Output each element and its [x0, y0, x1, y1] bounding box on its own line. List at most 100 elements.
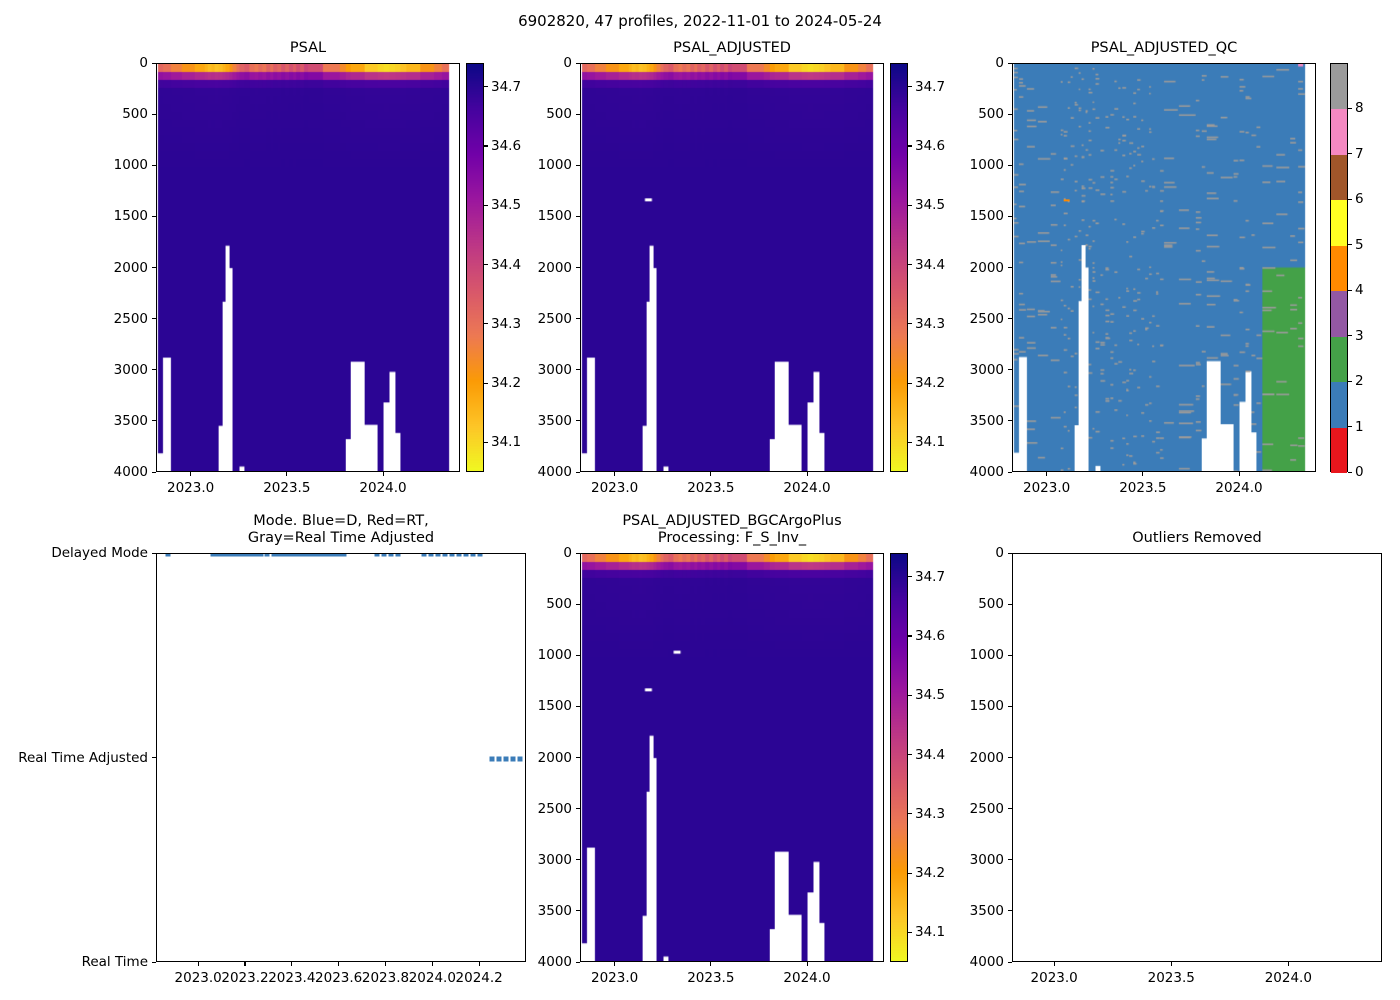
psal-adjusted-qc-panel: [1012, 63, 1316, 472]
mode-time-label: 2023.2: [221, 970, 269, 986]
psal-adjusted-colorbar-tickmark: [908, 382, 912, 384]
bgc-time-label: 2023.0: [591, 970, 639, 986]
mode-point-delayed: [264, 554, 270, 557]
psal-depth-label: 500: [122, 106, 148, 123]
qc-colorbar-label: 5: [1355, 236, 1364, 253]
bgc-title: PSAL_ADJUSTED_BGCArgoPlus Processing: F_S…: [580, 513, 884, 547]
bgc-time-label: 2024.0: [783, 970, 831, 986]
qc-colorbar-tickmark: [1348, 107, 1352, 110]
qc-colorbar-segment-1: [1331, 382, 1347, 428]
mode-point-delayed: [276, 554, 282, 557]
outliers-depth-tickmark: [1008, 705, 1012, 707]
bgc-colorbar: [890, 553, 908, 962]
mode-point-delayed: [327, 554, 333, 557]
bgc-time-tickmark: [710, 962, 712, 966]
mode-point-delayed: [374, 554, 380, 557]
psal-adjusted-heatmap: [581, 64, 883, 471]
psal-time-tickmark: [286, 472, 288, 476]
mode-point-rt-adjusted: [510, 756, 516, 761]
psal-adjusted-depth-label: 2000: [537, 259, 572, 276]
psal-adjusted-time-tickmark: [614, 472, 616, 476]
psal-adjusted-colorbar-label: 34.7: [915, 78, 946, 95]
qc-colorbar-segment-5: [1331, 200, 1347, 246]
bgc-time-label: 2023.5: [687, 970, 735, 986]
qc-colorbar-label: 1: [1355, 418, 1364, 435]
psal-adjusted-depth-tickmark: [576, 267, 580, 269]
psal-depth-tickmark: [152, 113, 156, 115]
bgc-depth-label: 2500: [537, 800, 572, 817]
outliers-depth-label: 1500: [969, 698, 1004, 715]
psal-adjusted-qc-depth-tickmark: [1008, 164, 1012, 166]
bgc-colorbar-tickmark: [908, 635, 912, 637]
mode-point-delayed: [449, 554, 455, 557]
outliers-depth-tickmark: [1008, 654, 1012, 656]
mode-point-delayed: [227, 554, 233, 557]
bgc-colorbar-tickmark: [908, 754, 912, 756]
qc-colorbar-segment-3: [1331, 291, 1347, 337]
outliers-depth-label: 2500: [969, 800, 1004, 817]
mode-category-tickmark: [152, 757, 156, 759]
psal-colorbar-tickmark: [484, 86, 488, 88]
mode-point-delayed: [236, 554, 242, 557]
qc-colorbar-segment-2: [1331, 336, 1347, 383]
psal-adjusted-colorbar: [890, 63, 908, 472]
psal-colorbar-label: 34.2: [491, 375, 522, 392]
mode-point-delayed: [290, 554, 296, 557]
psal-adjusted-depth-label: 1000: [537, 157, 572, 174]
mode-category-label: Real Time Adjusted: [18, 749, 148, 766]
bgc-depth-tickmark: [576, 961, 580, 963]
psal-adjusted-qc-time-label: 2023.0: [1023, 480, 1071, 496]
outliers-depth-label: 1000: [969, 647, 1004, 664]
bgc-depth-tickmark: [576, 910, 580, 912]
bgc-colorbar-tickmark: [908, 931, 912, 933]
mode-point-delayed: [249, 554, 255, 557]
psal-adjusted-depth-tickmark: [576, 62, 580, 64]
outliers-time-label: 2023.5: [1147, 970, 1195, 986]
outliers-depth-label: 0: [995, 545, 1004, 561]
qc-colorbar-tickmark: [1348, 198, 1352, 200]
psal-adjusted-colorbar-tickmark: [908, 204, 912, 206]
psal-adjusted-depth-label: 1500: [537, 208, 572, 225]
psal-depth-tickmark: [152, 318, 156, 320]
outliers-depth-tickmark: [1008, 603, 1012, 605]
psal-adjusted-colorbar-gradient: [891, 64, 907, 471]
mode-point-delayed: [299, 554, 305, 557]
psal-depth-tickmark: [152, 164, 156, 166]
psal-adjusted-time-label: 2023.0: [591, 480, 639, 496]
bgc-depth-tickmark: [576, 654, 580, 656]
mode-point-delayed: [309, 554, 315, 557]
mode-point-delayed: [271, 554, 277, 557]
mode-category-label: Delayed Mode: [51, 545, 148, 561]
outliers-title: Outliers Removed: [1012, 530, 1382, 547]
mode-point-delayed: [477, 554, 483, 557]
bgc-panel: [580, 553, 884, 962]
psal-adjusted-colorbar-tickmark: [908, 441, 912, 443]
psal-colorbar: [466, 63, 484, 472]
outliers-depth-tickmark: [1008, 859, 1012, 861]
psal-adjusted-depth-tickmark: [576, 164, 580, 166]
mode-point-delayed: [332, 554, 338, 557]
qc-colorbar-label: 3: [1355, 327, 1364, 344]
psal-adjusted-colorbar-label: 34.2: [915, 375, 946, 392]
psal-colorbar-label: 34.7: [491, 78, 522, 95]
qc-colorbar-label: 8: [1355, 100, 1364, 117]
mode-point-delayed: [214, 554, 220, 557]
psal-adjusted-qc-depth-tickmark: [1008, 420, 1012, 422]
bgc-depth-label: 3500: [537, 902, 572, 919]
mode-title-line: Mode. Blue=D, Red=RT,: [253, 513, 429, 529]
psal-time-label: 2024.0: [359, 480, 407, 496]
psal-depth-tickmark: [152, 215, 156, 217]
mode-panel: [156, 553, 526, 962]
mode-point-rt-adjusted: [517, 756, 523, 761]
qc-colorbar-segment-7: [1331, 109, 1347, 155]
qc-colorbar-segment-4: [1331, 245, 1347, 292]
psal-panel: [156, 63, 460, 472]
psal-depth-tickmark: [152, 267, 156, 269]
mode-time-tickmark: [431, 962, 433, 966]
qc-colorbar-label: 7: [1355, 145, 1364, 162]
outliers-time-tickmark: [1170, 962, 1172, 966]
bgc-heatmap: [581, 554, 883, 961]
qc-colorbar-tickmark: [1348, 153, 1352, 155]
bgc-colorbar-label: 34.6: [915, 627, 946, 644]
bgc-colorbar-gradient: [891, 554, 907, 961]
